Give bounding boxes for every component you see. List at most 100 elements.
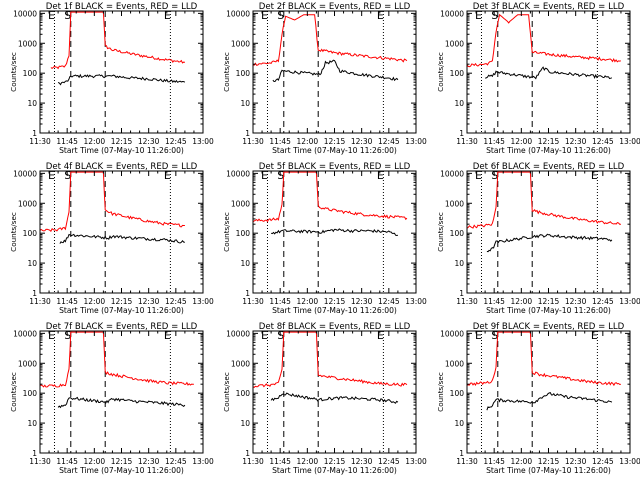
x-tick-label: 11:30: [242, 137, 264, 146]
plot-frame: [39, 10, 204, 134]
x-tick-label: 13:00: [405, 297, 427, 306]
x-tick-label: 13:00: [192, 137, 214, 146]
plot-frame: [466, 170, 631, 294]
marker-label-1: E: [475, 329, 482, 342]
x-axis-label: Start Time (07-May-10 11:26:00): [486, 146, 611, 155]
x-tick-label: 13:00: [619, 457, 640, 466]
marker-label-4: E: [377, 169, 384, 182]
marker-label-1: E: [48, 329, 55, 342]
marker-label-2: S: [64, 169, 71, 182]
y-axis-label: Counts/sec: [436, 52, 445, 92]
y-tick-label: 1: [245, 449, 250, 458]
y-axis-label: Counts/sec: [222, 212, 231, 252]
x-tick-label: 11:45: [269, 137, 291, 146]
marker-label-4: E: [164, 169, 171, 182]
x-tick-label: 12:30: [565, 457, 587, 466]
x-tick-label: 12:45: [165, 297, 187, 306]
x-tick-label: 12:30: [565, 297, 587, 306]
x-tick-label: 12:30: [351, 137, 373, 146]
x-tick-label: 12:15: [111, 137, 133, 146]
x-tick-label: 12:30: [565, 137, 587, 146]
x-tick-label: 12:00: [84, 137, 106, 146]
lld-series-line: [253, 331, 408, 389]
marker-label-2: S: [64, 9, 71, 22]
x-tick-label: 12:45: [592, 297, 614, 306]
y-tick-label: 10000: [226, 329, 250, 338]
x-axis-label: Start Time (07-May-10 11:26:00): [59, 146, 184, 155]
marker-label-1: E: [48, 9, 55, 22]
y-tick-label: 10000: [13, 9, 37, 18]
y-tick-label: 1: [245, 129, 250, 138]
x-axis-label: Start Time (07-May-10 11:26:00): [272, 306, 397, 315]
x-tick-label: 12:00: [297, 457, 319, 466]
x-axis-label: Start Time (07-May-10 11:26:00): [272, 146, 397, 155]
x-tick-label: 11:45: [483, 457, 505, 466]
marker-label-2: S: [491, 329, 498, 342]
x-tick-label: 12:00: [511, 457, 533, 466]
plot-frame: [252, 10, 417, 134]
marker-label-1: E: [48, 169, 55, 182]
x-tick-label: 12:45: [378, 137, 400, 146]
y-tick-label: 1: [459, 289, 464, 298]
y-tick-label: 1: [459, 129, 464, 138]
events-series-line: [270, 392, 399, 404]
y-tick-label: 1000: [231, 199, 250, 208]
x-tick-label: 11:45: [269, 457, 291, 466]
marker-label-2: S: [277, 169, 284, 182]
events-series-line: [57, 396, 186, 409]
events-series-line: [270, 228, 398, 237]
y-tick-label: 100: [23, 229, 38, 238]
x-tick-label: 12:45: [592, 457, 614, 466]
x-tick-label: 12:45: [378, 297, 400, 306]
y-tick-label: 1: [32, 289, 37, 298]
x-tick-label: 12:00: [84, 457, 106, 466]
x-tick-label: 11:30: [29, 457, 51, 466]
marker-label-4: E: [377, 329, 384, 342]
x-tick-label: 12:15: [538, 457, 560, 466]
x-tick-label: 12:45: [378, 457, 400, 466]
x-tick-label: 12:15: [324, 137, 346, 146]
y-tick-label: 1000: [18, 39, 37, 48]
x-tick-label: 12:45: [165, 137, 187, 146]
marker-label-2: S: [491, 9, 498, 22]
x-tick-label: 11:45: [56, 457, 78, 466]
events-series-line: [484, 66, 613, 80]
y-tick-label: 100: [236, 229, 251, 238]
x-tick-label: 12:00: [84, 297, 106, 306]
y-axis-label: Counts/sec: [436, 372, 445, 412]
y-axis-label: Counts/sec: [9, 212, 18, 252]
y-tick-label: 10: [27, 419, 37, 428]
marker-label-1: E: [475, 169, 482, 182]
x-axis-label: Start Time (07-May-10 11:26:00): [486, 466, 611, 475]
events-series-line: [486, 391, 613, 411]
y-axis-label: Counts/sec: [222, 372, 231, 412]
y-tick-label: 1: [459, 449, 464, 458]
y-tick-label: 10000: [440, 169, 464, 178]
events-series-line: [486, 233, 613, 253]
y-tick-label: 10000: [226, 9, 250, 18]
y-tick-label: 100: [450, 229, 465, 238]
chart-title: Det 8f BLACK = Events, RED = LLD: [259, 322, 411, 332]
y-tick-label: 10: [454, 419, 464, 428]
x-tick-label: 12:45: [592, 137, 614, 146]
x-tick-label: 12:15: [538, 137, 560, 146]
x-tick-label: 11:45: [56, 297, 78, 306]
x-tick-label: 11:30: [456, 457, 478, 466]
y-tick-label: 1000: [231, 359, 250, 368]
y-tick-label: 100: [450, 69, 465, 78]
x-tick-label: 12:15: [324, 457, 346, 466]
y-tick-label: 10: [240, 99, 250, 108]
x-tick-label: 11:30: [456, 137, 478, 146]
y-tick-label: 100: [450, 389, 465, 398]
x-tick-label: 11:45: [269, 297, 291, 306]
lld-series-line: [467, 331, 622, 387]
x-tick-label: 12:30: [351, 297, 373, 306]
x-tick-label: 11:30: [29, 137, 51, 146]
